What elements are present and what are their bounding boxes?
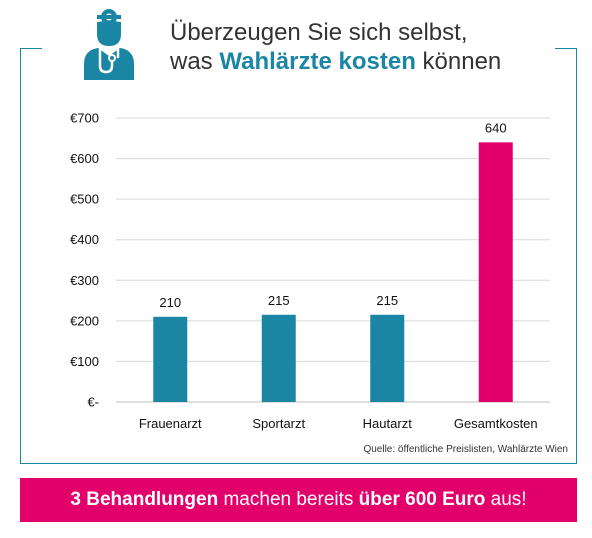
title-accent: Wahlärzte kosten bbox=[219, 48, 416, 75]
summary-banner: 3 Behandlungen machen bereits über 600 E… bbox=[20, 478, 577, 522]
banner-text-1: machen bereits bbox=[218, 489, 359, 510]
bar bbox=[370, 314, 405, 402]
data-label: 640 bbox=[485, 120, 507, 135]
y-tick-label: €400 bbox=[70, 232, 99, 247]
gridlines bbox=[116, 117, 550, 403]
y-tick-label: €700 bbox=[70, 111, 99, 126]
page-title: Überzeugen Sie sich selbst, was Wahlärzt… bbox=[170, 18, 501, 76]
y-tick-label: €200 bbox=[70, 313, 99, 328]
chart-frame bbox=[20, 48, 577, 464]
source-note: Quelle: öffentliche Preislisten, Wahlärz… bbox=[363, 444, 568, 455]
bar bbox=[261, 314, 296, 402]
y-tick-label: €600 bbox=[70, 151, 99, 166]
y-tick-label: €500 bbox=[70, 192, 99, 207]
frame-top-right bbox=[555, 48, 577, 49]
banner-text-2: aus! bbox=[485, 489, 527, 510]
y-axis-ticks: €- €100 €200 €300 €400 €500 €600 €700 bbox=[70, 111, 99, 410]
title-line-2: was Wahlärzte kosten können bbox=[170, 47, 501, 76]
data-label: 215 bbox=[268, 293, 290, 308]
banner-bold-2: über 600 Euro bbox=[358, 489, 486, 510]
title-line-2-pre: was bbox=[170, 48, 220, 75]
data-label: 215 bbox=[376, 293, 398, 308]
bar bbox=[153, 316, 188, 402]
bar-chart: €- €100 €200 €300 €400 €500 €600 €700 210 215 215… bbox=[70, 111, 550, 431]
category-labels: Frauenarzt Sportarzt Hautarzt Gesamtkosten bbox=[139, 416, 538, 431]
banner-bold-1: 3 Behandlungen bbox=[70, 489, 219, 510]
y-tick-label: €300 bbox=[70, 273, 99, 288]
category-label: Sportarzt bbox=[252, 416, 305, 431]
y-tick-label: €100 bbox=[70, 354, 99, 369]
title-line-2-post: können bbox=[415, 48, 502, 75]
category-label: Frauenarzt bbox=[139, 416, 202, 431]
doctor-icon bbox=[84, 9, 134, 80]
data-label: 210 bbox=[159, 295, 181, 310]
bar bbox=[478, 142, 513, 403]
bars bbox=[153, 142, 513, 403]
data-labels: 210 215 215 640 bbox=[159, 120, 506, 309]
category-label: Hautarzt bbox=[363, 416, 413, 431]
y-tick-label: €- bbox=[87, 395, 99, 410]
title-line-1: Überzeugen Sie sich selbst, bbox=[170, 19, 468, 46]
category-label: Gesamtkosten bbox=[454, 416, 538, 431]
frame-top-left bbox=[20, 48, 42, 49]
